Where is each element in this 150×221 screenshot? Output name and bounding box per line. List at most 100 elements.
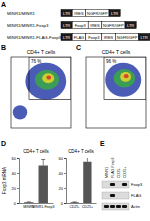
segment-label: LTR	[141, 35, 148, 40]
populations	[104, 57, 146, 100]
construct-label: MINR1/MINR1	[7, 11, 36, 16]
bars	[70, 158, 91, 203]
error-bar	[41, 160, 45, 166]
tick-mark	[64, 158, 66, 159]
segment-label: IRES	[104, 35, 114, 40]
population	[124, 74, 129, 78]
tick-mark	[64, 203, 66, 204]
segment-label: NGFR/GFP	[103, 23, 124, 28]
population	[114, 69, 136, 87]
plot-frame	[11, 57, 71, 128]
tick-label: 0	[14, 201, 17, 206]
populations	[13, 57, 71, 119]
row-label: FLAG	[131, 193, 141, 198]
error-cap	[27, 201, 31, 202]
tick-label: MINR1-Foxp3	[32, 205, 54, 209]
tick-label: CD25+	[82, 205, 93, 209]
construct-label: MINR1/MINR1-FLAG-Foxp3	[7, 35, 62, 40]
construct-segment	[61, 10, 72, 17]
error-bar	[73, 201, 77, 202]
band	[122, 183, 127, 186]
construct-label: MINR1/MINR1-Foxp3	[7, 23, 49, 28]
gate	[29, 57, 71, 100]
tick: 0	[61, 201, 66, 206]
figure: ABCDEMINR1/MINR1LTRIRESNGFR/GFPLTRMINR1/…	[0, 0, 150, 221]
population	[46, 75, 51, 79]
tick: MINR1-Foxp3	[32, 203, 54, 209]
tick-label: 40	[59, 171, 64, 176]
population	[35, 70, 59, 90]
tick: 40	[12, 171, 19, 176]
tick: 40	[59, 171, 66, 176]
band	[110, 183, 115, 186]
segment-label: IRES	[74, 11, 84, 16]
axis-line	[17, 159, 20, 204]
construct-segment	[72, 10, 86, 17]
blot-strip	[102, 203, 129, 210]
panel-letter: C	[76, 44, 81, 51]
segment-label: IRES	[90, 23, 100, 28]
segment-label: LTR	[63, 23, 70, 28]
band	[104, 205, 109, 208]
blot-strip	[102, 181, 129, 188]
gate	[104, 57, 146, 100]
population	[120, 72, 131, 82]
panel-letter: E	[100, 140, 105, 147]
tick: 60	[59, 156, 66, 161]
construct-segment	[139, 34, 150, 41]
panel-letter: A	[1, 1, 6, 8]
tick-label: 60	[59, 156, 64, 161]
segment-label: NGFR/GFP	[87, 11, 108, 16]
population	[105, 63, 141, 97]
tick-mark	[17, 188, 19, 189]
segment-label: LTR	[127, 23, 134, 28]
lane-label: CD25+	[123, 167, 127, 178]
y-axis: 0204060	[59, 156, 67, 206]
construct-segment	[86, 10, 109, 17]
segment-label: FLAG	[74, 35, 84, 40]
error-bar	[27, 201, 31, 202]
band	[122, 205, 127, 208]
band	[110, 205, 115, 208]
axis-line	[64, 159, 67, 204]
bar	[70, 202, 78, 203]
tick-label: 20	[12, 186, 17, 191]
tick-mark	[17, 158, 19, 159]
panel-letter: D	[1, 140, 6, 147]
panel-letter: B	[1, 44, 6, 51]
construct-segment	[61, 34, 72, 41]
bar-chart: CD4+ T cells0204060CD25-CD25+	[59, 149, 97, 209]
error-whisker	[43, 160, 44, 166]
segment-label: LTR	[63, 11, 70, 16]
segment-label: Foxp3	[75, 23, 87, 28]
plot-title: CD4+ T cells	[102, 49, 131, 55]
construct-segment	[102, 34, 116, 41]
y-axis: 0 20 40 60	[12, 156, 20, 206]
blot-strip	[102, 192, 129, 199]
band	[104, 194, 109, 197]
construct-segment	[86, 34, 102, 41]
segment-label: Foxp3	[88, 35, 100, 40]
gate-label: 76 %	[31, 59, 41, 64]
construct-segment	[72, 22, 88, 29]
tick-mark	[64, 173, 66, 174]
construct-segment	[88, 22, 102, 29]
construct-diagram: MINR1/MINR1LTRIRESNGFR/GFPLTRMINR1/MINR1…	[7, 10, 150, 41]
gate-label: 96 %	[106, 59, 116, 64]
tick-label: 60	[12, 156, 17, 161]
tick-mark	[17, 203, 19, 204]
segment-label: NGFR/GFP	[117, 35, 138, 40]
band	[116, 205, 121, 208]
band	[116, 183, 121, 186]
tick-mark	[17, 173, 19, 174]
lane-label: FLAG-Foxp3	[111, 157, 115, 178]
lane-label: MINR1	[105, 167, 109, 178]
axis-title: Foxp3 mRNA	[2, 167, 7, 194]
chart-title: CD4+ T cells	[68, 149, 94, 154]
plot-frame	[86, 57, 146, 128]
band	[110, 194, 115, 197]
row-label: Actin	[131, 204, 140, 209]
population	[25, 63, 66, 100]
bars	[24, 160, 48, 204]
error-cap	[41, 159, 45, 160]
